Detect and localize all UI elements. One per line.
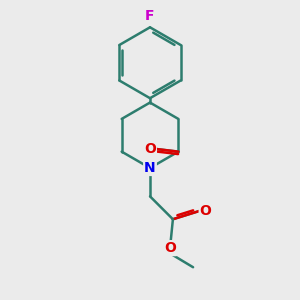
Text: F: F <box>145 9 155 23</box>
Text: O: O <box>200 204 212 218</box>
Text: O: O <box>164 241 176 255</box>
Text: N: N <box>144 161 156 175</box>
Text: O: O <box>144 142 156 156</box>
